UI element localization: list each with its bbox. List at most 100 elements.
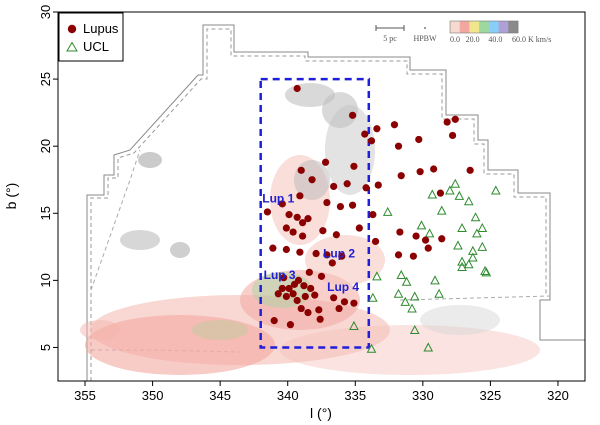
y-axis: 5 10 15 20 25 30 [38, 5, 58, 351]
colorbar-tick-label: 60.0 K km/s [512, 35, 551, 44]
lupus-point [311, 291, 319, 299]
ucl-point [468, 252, 478, 262]
lupus-point [269, 244, 277, 252]
colorbar-swatch [450, 21, 461, 33]
ucl-point [436, 205, 447, 215]
colorbar-tick-label: 40.0 [488, 35, 502, 44]
ucl-point [445, 185, 455, 195]
lupus-point [315, 306, 323, 314]
lupus-point [336, 202, 345, 211]
lupus-point [282, 292, 290, 301]
lupus-point [323, 198, 331, 207]
ucl-point [472, 228, 482, 238]
ucl-point [382, 206, 393, 216]
lupus-point [350, 299, 358, 307]
scale-bar: 5 pc [375, 25, 405, 43]
legend-lupus-label: Lupus [83, 21, 119, 36]
plot-frame [57, 11, 586, 382]
y-tick-label: 10 [38, 273, 53, 287]
lupus-point [307, 284, 315, 293]
lupus-point [278, 200, 286, 208]
lupus-point [424, 244, 432, 252]
ucl-point [393, 288, 404, 298]
colorbar-tick-label: 0.0 [450, 35, 460, 44]
lupus-point [438, 235, 446, 243]
ucl-point [416, 220, 427, 230]
ucl-point [453, 240, 463, 250]
ucl-point [349, 320, 359, 330]
legend: Lupus UCL [58, 12, 124, 62]
hpbw-marker: HPBW [413, 27, 437, 43]
lupus-point [323, 251, 331, 259]
lupus-point [416, 168, 424, 176]
lupus-point [293, 84, 301, 93]
lupus-point [367, 137, 376, 145]
lupus-point [394, 142, 403, 150]
lupus-point [298, 232, 307, 240]
lupus-point [348, 201, 357, 209]
ucl-point [490, 185, 501, 195]
lupus-region-box [259, 77, 371, 349]
scale-bar-label: 5 pc [383, 34, 397, 43]
lupus-point [369, 211, 377, 219]
lupus-point [412, 232, 420, 240]
x-tick-label: 335 [344, 388, 366, 403]
y-tick-label: 30 [38, 5, 53, 19]
lupus-point [289, 228, 297, 236]
lupus-point [280, 274, 288, 282]
ucl-point [454, 190, 465, 200]
x-tick-label: 330 [412, 388, 434, 403]
hpbw-label: HPBW [413, 34, 437, 43]
co-emission-map [80, 83, 540, 375]
region-label: Lup 4 [327, 280, 359, 294]
lupus-point [289, 290, 297, 298]
ucl-point [470, 212, 481, 222]
x-tick-label: 340 [277, 388, 299, 403]
lupus-point [330, 294, 338, 302]
lupus-point [293, 296, 301, 305]
ucl-point [401, 276, 412, 286]
region-label: Lup 1 [262, 192, 294, 206]
colorbar-swatch [498, 21, 509, 33]
lupus-point [396, 228, 404, 236]
lupus-point [304, 308, 312, 317]
ucl-point [457, 222, 467, 233]
lupus-point [263, 208, 272, 216]
lupus-point [343, 180, 351, 188]
ucl-point [409, 324, 420, 335]
lupus-point [296, 248, 304, 256]
x-tick-label: 320 [547, 388, 569, 403]
colorbar-swatch [479, 21, 490, 33]
x-axis-label: l (°) [310, 405, 332, 421]
ucl-point [463, 259, 474, 269]
x-tick-label: 350 [142, 388, 164, 403]
lupus-point [282, 224, 290, 232]
ucl-point [463, 196, 474, 206]
lupus-point [371, 237, 380, 246]
lupus-point [390, 121, 399, 129]
lupus-point [282, 245, 290, 254]
lupus-point [316, 315, 324, 323]
lupus-point [317, 272, 326, 280]
x-tick-label: 345 [209, 388, 231, 403]
lupus-point [290, 280, 299, 288]
ucl-point [423, 342, 434, 352]
lupus-point [448, 131, 457, 140]
colorbar-swatch [488, 21, 499, 33]
lupus-point [374, 181, 382, 189]
lupus-point [350, 162, 358, 170]
lupus-point [338, 252, 346, 260]
region-labels: Lup 1 Lup 2 Lup 3 Lup 4 [262, 192, 359, 295]
ucl-point [457, 256, 467, 266]
ucl-point [480, 265, 490, 275]
lupus-point [361, 130, 369, 138]
ucl-point [450, 178, 461, 188]
ucl-point [481, 267, 492, 277]
lupus-point [300, 282, 308, 290]
lupus-point [305, 268, 313, 276]
lupus-point [321, 158, 330, 166]
legend-box [58, 12, 124, 62]
ucl-point [424, 228, 435, 238]
lupus-point [362, 184, 370, 192]
lupus-point [466, 166, 474, 174]
